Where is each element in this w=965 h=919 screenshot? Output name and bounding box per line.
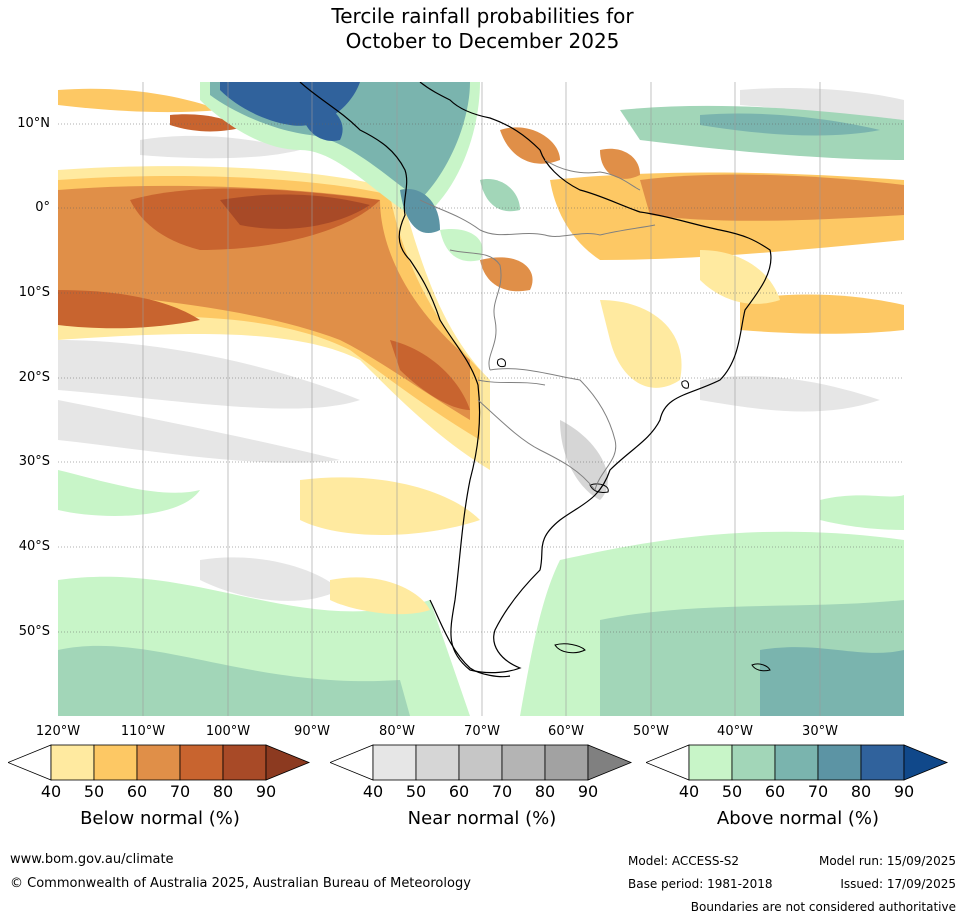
near-normal-title: Near normal (%) xyxy=(407,808,557,829)
lon-label-100w: 100°W xyxy=(205,724,251,739)
colorbar-segment xyxy=(688,744,733,781)
colorbar-segment xyxy=(93,744,138,781)
colorbar-segment xyxy=(731,744,776,781)
colorbar-segment xyxy=(860,744,905,781)
base-period-text: Base period: 1981-2018 xyxy=(628,877,773,891)
colorbar-segment xyxy=(458,744,503,781)
colorbar-tick-label: 60 xyxy=(764,782,786,801)
lon-label-40w: 40°W xyxy=(717,724,753,739)
website-link[interactable]: www.bom.gov.au/climate xyxy=(10,852,174,867)
model-run-text: Model run: 15/09/2025 xyxy=(818,854,956,868)
colorbar-max-extension xyxy=(587,744,633,781)
model-text: Model: ACCESS-S2 xyxy=(628,854,740,868)
colorbar-tick-label: 40 xyxy=(40,782,62,801)
lat-label-40s: 40°S xyxy=(18,539,50,554)
colorbar-tick-label: 80 xyxy=(212,782,234,801)
near-normal-colorbar xyxy=(330,744,633,781)
colorbar-min-extension xyxy=(330,744,374,781)
colorbar-tick-label: 90 xyxy=(255,782,277,801)
colorbar-segment xyxy=(774,744,819,781)
lat-label-30s: 30°S xyxy=(18,454,50,469)
colorbar-max-extension xyxy=(265,744,311,781)
colorbar-tick-label: 90 xyxy=(893,782,915,801)
colorbar-tick-label: 70 xyxy=(807,782,829,801)
below-normal-title: Below normal (%) xyxy=(80,808,240,829)
coastline xyxy=(299,82,772,678)
lat-label-10n: 10°N xyxy=(17,116,50,131)
colorbar-tick-label: 60 xyxy=(126,782,148,801)
probability-field xyxy=(58,82,904,716)
above-normal-colorbar xyxy=(646,744,949,781)
colorbar-segment xyxy=(372,744,417,781)
copyright-text: © Commonwealth of Australia 2025, Austra… xyxy=(10,876,471,891)
lon-label-110w: 110°W xyxy=(120,724,166,739)
colorbar-segment xyxy=(50,744,95,781)
colorbar-min-extension xyxy=(646,744,690,781)
disclaimer-text: Boundaries are not considered authoritat… xyxy=(690,900,956,914)
above-normal-title: Above normal (%) xyxy=(716,808,880,829)
lon-label-50w: 50°W xyxy=(633,724,669,739)
colorbar-tick-label: 70 xyxy=(169,782,191,801)
colorbar-segment xyxy=(179,744,224,781)
colorbar-tick-label: 90 xyxy=(577,782,599,801)
colorbar-tick-label: 60 xyxy=(448,782,470,801)
colorbar-segment xyxy=(222,744,267,781)
lat-label-20s: 20°S xyxy=(18,370,50,385)
lon-label-70w: 70°W xyxy=(464,724,500,739)
title-line-1: Tercile rainfall probabilities for xyxy=(331,4,634,28)
chart-title: Tercile rainfall probabilities for Octob… xyxy=(0,4,965,54)
lakes xyxy=(497,358,689,389)
lat-label-0: 0° xyxy=(35,200,50,215)
lon-label-120w: 120°W xyxy=(35,724,81,739)
lon-label-80w: 80°W xyxy=(379,724,415,739)
colorbar-max-extension xyxy=(903,744,949,781)
colorbar-segment xyxy=(501,744,546,781)
title-line-2: October to December 2025 xyxy=(345,29,620,53)
colorbar-segment xyxy=(817,744,862,781)
colorbar-min-extension xyxy=(8,744,52,781)
colorbar-tick-label: 70 xyxy=(491,782,513,801)
lat-label-10s: 10°S xyxy=(18,285,50,300)
colorbar-segment xyxy=(544,744,589,781)
colorbar-tick-label: 50 xyxy=(405,782,427,801)
colorbar-segment xyxy=(136,744,181,781)
country-borders xyxy=(419,159,656,491)
colorbar-tick-label: 50 xyxy=(83,782,105,801)
lon-label-90w: 90°W xyxy=(294,724,330,739)
issued-text: Issued: 17/09/2025 xyxy=(840,877,956,891)
colorbar-tick-label: 40 xyxy=(362,782,384,801)
colorbar-tick-label: 80 xyxy=(534,782,556,801)
colorbar-segment xyxy=(415,744,460,781)
colorbar-tick-label: 50 xyxy=(721,782,743,801)
lon-label-30w: 30°W xyxy=(802,724,838,739)
below-normal-colorbar xyxy=(8,744,311,781)
meridians xyxy=(142,82,821,716)
lon-label-60w: 60°W xyxy=(548,724,584,739)
colorbar-tick-label: 80 xyxy=(850,782,872,801)
lat-label-50s: 50°S xyxy=(18,624,50,639)
colorbar-tick-label: 40 xyxy=(678,782,700,801)
graticule xyxy=(58,123,904,633)
